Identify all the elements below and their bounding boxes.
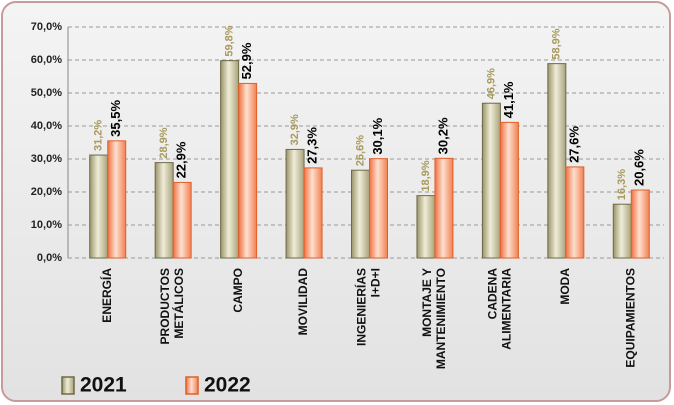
x-tick-label: INGENIERÍASI+D+I [354, 268, 383, 346]
bar [89, 154, 109, 259]
value-label: 18,9% [420, 160, 432, 191]
x-tick-label: PRODUCTOSMETÁLICOS [158, 268, 186, 344]
bar [238, 82, 258, 259]
legend-swatch [61, 376, 75, 395]
bar [220, 60, 240, 259]
bar [630, 189, 650, 259]
legend-label: 2021 [80, 374, 127, 397]
x-tick-label: ENERGÍA [99, 268, 114, 323]
bar [285, 148, 305, 259]
value-label: 35,5% [108, 100, 123, 137]
bar [351, 169, 370, 259]
y-tick-label: 50,0% [31, 87, 62, 99]
legend-label: 2022 [204, 374, 251, 397]
value-label: 26,6% [354, 135, 366, 166]
bar [303, 167, 323, 259]
value-label: 31,2% [93, 120, 105, 151]
value-label: 41,1% [501, 81, 516, 118]
bar [612, 203, 632, 259]
bar [481, 102, 501, 259]
y-tick-label: 20,0% [31, 186, 62, 198]
x-tick-label: MODA [558, 268, 572, 305]
value-label: 20,6% [632, 149, 647, 186]
x-tick-label: MOVILIDAD [296, 268, 310, 336]
bar [172, 181, 192, 259]
y-tick-label: 10,0% [31, 219, 62, 231]
bar [565, 166, 585, 259]
value-label: 32,9% [289, 114, 301, 145]
value-label: 30,1% [370, 117, 385, 154]
bar [416, 195, 436, 259]
value-label: 46,9% [485, 68, 497, 99]
value-label: 59,8% [224, 25, 236, 56]
value-label: 52,9% [239, 42, 254, 79]
bar [434, 157, 454, 259]
bar [154, 162, 174, 259]
y-tick-label: 40,0% [31, 120, 62, 132]
value-label: 58,9% [551, 28, 563, 59]
y-tick-label: 0,0% [37, 252, 62, 264]
bar [499, 121, 519, 259]
bar [547, 63, 567, 259]
value-label: 16,3% [616, 169, 628, 200]
value-label: 27,6% [566, 126, 581, 163]
value-label: 22,9% [174, 141, 189, 178]
value-label: 27,3% [304, 127, 319, 164]
y-tick-label: 30,0% [31, 153, 62, 165]
x-tick-label: CAMPO [231, 268, 245, 313]
value-label: 30,2% [435, 117, 450, 154]
value-label: 28,9% [158, 127, 170, 158]
bar [107, 140, 127, 259]
y-tick-label: 60,0% [31, 54, 62, 66]
bar [369, 158, 388, 259]
y-tick-label: 70,0% [31, 21, 62, 33]
x-tick-label: CADENAALIMENTARIA [486, 268, 514, 350]
x-tick-label: MONTAJE YMANTENIMIENTO [420, 268, 448, 369]
legend-swatch [185, 376, 199, 395]
x-tick-label: EQUIPAMIENTOS [623, 268, 637, 368]
